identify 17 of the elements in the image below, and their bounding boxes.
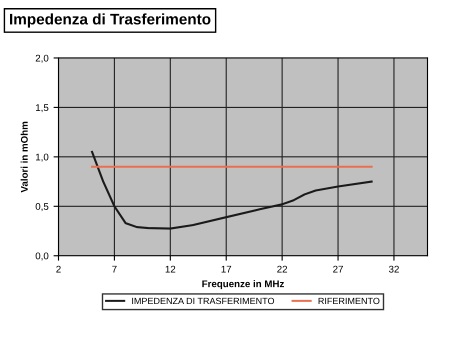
x-tick-label: 32 bbox=[388, 266, 399, 273]
x-tick-label: 22 bbox=[277, 266, 288, 273]
y-tick-label: 1,5 bbox=[36, 104, 48, 112]
y-tick-label: 1,0 bbox=[36, 154, 48, 162]
chart-title: Impedenza di Trasferimento bbox=[10, 13, 210, 28]
y-tick-label: 2,0 bbox=[36, 54, 48, 63]
x-tick-label: 17 bbox=[222, 266, 232, 273]
x-tick-label: 27 bbox=[333, 266, 343, 273]
x-tick-label: 12 bbox=[166, 266, 176, 273]
legend-label: RIFERIMENTO bbox=[318, 298, 380, 304]
y-tick-label: 0,5 bbox=[36, 203, 48, 212]
y-tick-label: 0,0 bbox=[36, 252, 48, 261]
x-tick-label: 7 bbox=[112, 266, 117, 273]
legend-label: IMPEDENZA DI TRASFERIMENTO bbox=[132, 298, 274, 304]
y-axis-title: Valori in mOhm bbox=[20, 122, 28, 192]
x-axis-title: Frequenze in MHz bbox=[202, 280, 284, 290]
x-tick-label: 2 bbox=[56, 266, 61, 273]
